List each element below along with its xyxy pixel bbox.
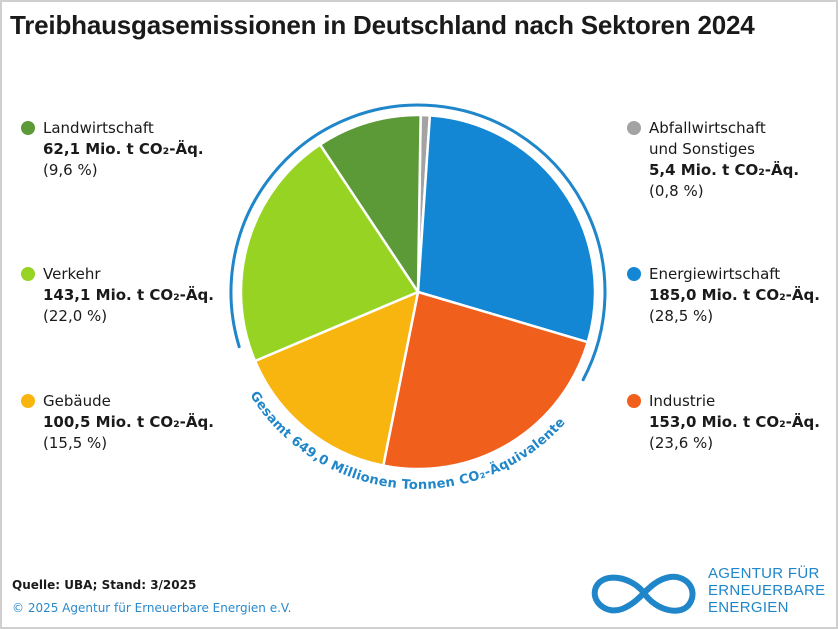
legend-percent: (22,0 %) bbox=[43, 307, 108, 325]
source-note: Quelle: UBA; Stand: 3/2025 bbox=[12, 578, 197, 592]
legend-value: 62,1 Mio. t CO₂-Äq. bbox=[43, 140, 204, 158]
legend-label: Industrie bbox=[649, 392, 716, 410]
total-ring bbox=[229, 103, 607, 382]
legend-item-industrie: Industrie 153,0 Mio. t CO₂-Äq. (23,6 %) bbox=[627, 391, 838, 454]
logo-line3: ENERGIEN bbox=[708, 599, 789, 616]
pie-slice-landwirtschaft bbox=[318, 113, 422, 294]
legend-dot-gebaeude bbox=[21, 394, 35, 408]
legend-item-gebaeude: Gebäude 100,5 Mio. t CO₂-Äq. (15,5 %) bbox=[21, 391, 243, 454]
legend-percent: (23,6 %) bbox=[649, 434, 714, 452]
legend-dot-industrie bbox=[627, 394, 641, 408]
legend-label-line2: und Sonstiges bbox=[649, 140, 755, 158]
legend-value: 153,0 Mio. t CO₂-Äq. bbox=[649, 413, 820, 431]
pie-slice-energiewirtschaft bbox=[416, 114, 597, 344]
pie-slice-industrie bbox=[382, 290, 589, 471]
legend-value: 5,4 Mio. t CO₂-Äq. bbox=[649, 161, 800, 179]
legend-dot-landwirtschaft bbox=[21, 121, 35, 135]
legend-value: 100,5 Mio. t CO₂-Äq. bbox=[43, 413, 214, 431]
legend-item-energiewirtschaft: Energiewirtschaft 185,0 Mio. t CO₂-Äq. (… bbox=[627, 264, 838, 327]
legend-item-verkehr: Verkehr 143,1 Mio. t CO₂-Äq. (22,0 %) bbox=[21, 264, 243, 327]
infinity-icon bbox=[591, 573, 696, 614]
legend-label: Energiewirtschaft bbox=[649, 265, 781, 283]
legend-label: Verkehr bbox=[43, 265, 101, 283]
pie-slice-geb-ude bbox=[253, 290, 420, 467]
legend-value: 143,1 Mio. t CO₂-Äq. bbox=[43, 286, 214, 304]
legend-label: Landwirtschaft bbox=[43, 119, 154, 137]
chart-title: Treibhausgasemissionen in Deutschland na… bbox=[10, 10, 755, 40]
legend-label: Abfallwirtschaft bbox=[649, 119, 766, 137]
legend-dot-abfallwirtschaft bbox=[627, 121, 641, 135]
copyright-note: © 2025 Agentur für Erneuerbare Energien … bbox=[12, 601, 292, 615]
legend-dot-energiewirtschaft bbox=[627, 267, 641, 281]
legend-label: Gebäude bbox=[43, 392, 111, 410]
legend-percent: (15,5 %) bbox=[43, 434, 108, 452]
legend-value: 185,0 Mio. t CO₂-Äq. bbox=[649, 286, 820, 304]
legend-percent: (9,6 %) bbox=[43, 161, 98, 179]
legend-dot-verkehr bbox=[21, 267, 35, 281]
logo-line1: AGENTUR FÜR bbox=[708, 565, 820, 582]
legend-item-abfallwirtschaft: Abfallwirtschaft und Sonstiges 5,4 Mio. … bbox=[627, 118, 838, 202]
legend-percent: (28,5 %) bbox=[649, 307, 714, 325]
pie-slice-verkehr bbox=[239, 143, 420, 363]
legend-item-landwirtschaft: Landwirtschaft 62,1 Mio. t CO₂-Äq. (9,6 … bbox=[21, 118, 243, 181]
logo-line2: ERNEUERBARE bbox=[708, 582, 826, 599]
aee-logo: AGENTUR FÜR ERNEUERBARE ENERGIEN bbox=[588, 563, 833, 623]
legend-percent: (0,8 %) bbox=[649, 182, 704, 200]
